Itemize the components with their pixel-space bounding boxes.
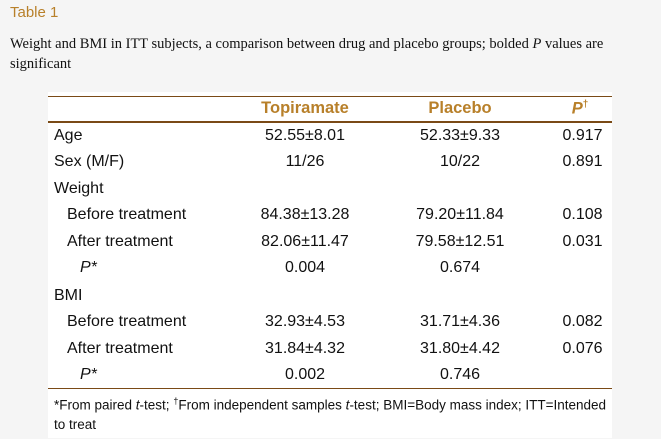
- caption-text-after: values are significant: [10, 36, 604, 72]
- table-top-rule: [48, 96, 612, 97]
- table-caption: Weight and BMI in ITT subjects, a compar…: [10, 34, 650, 74]
- row-label: After treatment: [67, 233, 173, 250]
- cell-topiramate: 0.002: [284, 366, 326, 383]
- header-p-dagger: †: [582, 99, 589, 110]
- footnote-part2: -test;: [139, 397, 174, 413]
- cell-topiramate: 52.55±8.01: [265, 127, 345, 144]
- footnote-t1: t: [135, 397, 140, 413]
- cell-topiramate: 84.38±13.28: [260, 206, 350, 223]
- cell-placebo: 52.33±9.33: [420, 127, 500, 144]
- cell-p-value: 0.891: [562, 153, 603, 170]
- row-label: P*: [80, 366, 97, 383]
- cell-placebo: 0.746: [439, 366, 481, 383]
- cell-p-value: 0.076: [562, 340, 603, 357]
- table-header-rule: [48, 121, 612, 123]
- header-topiramate: Topiramate: [261, 99, 349, 117]
- table-box: [48, 92, 612, 438]
- row-label: P*: [80, 259, 97, 276]
- cell-topiramate: 82.06±11.47: [261, 233, 349, 250]
- cell-placebo: 0.674: [439, 259, 481, 276]
- header-placebo: Placebo: [428, 99, 492, 117]
- header-p-italic: P: [571, 99, 583, 118]
- cell-p-value: 0.108: [562, 206, 603, 223]
- caption-italic-p: P: [532, 36, 542, 52]
- cell-topiramate: 32.93±4.53: [265, 313, 345, 330]
- cell-p-value: 0.082: [562, 313, 603, 330]
- cell-placebo: 79.58±12.51: [415, 233, 505, 250]
- table-bottom-rule: [48, 388, 612, 389]
- cell-topiramate: 11/26: [285, 153, 325, 170]
- cell-topiramate: 31.84±4.32: [265, 340, 345, 357]
- header-p-value: P†: [560, 99, 600, 119]
- row-label: Age: [54, 127, 83, 144]
- footnote-dagger: †: [173, 396, 179, 406]
- footnote-t2: t: [345, 397, 350, 413]
- caption-text-before: Weight and BMI in ITT subjects, a compar…: [10, 36, 533, 52]
- cell-placebo: 79.20±11.84: [416, 206, 504, 223]
- row-label: After treatment: [67, 340, 173, 357]
- row-group-label: BMI: [54, 287, 83, 304]
- cell-p-value: 0.031: [562, 233, 603, 250]
- cell-topiramate: 0.004: [284, 259, 326, 276]
- cell-p-value: 0.917: [562, 127, 603, 144]
- row-label: Before treatment: [67, 206, 187, 223]
- row-group-label: Weight: [54, 180, 104, 197]
- footnote-part1: *From paired: [54, 397, 136, 413]
- cell-placebo: 31.80±4.42: [420, 340, 500, 357]
- footnote-part4: -test; BMI=Body mass index; ITT=Intended…: [54, 397, 607, 432]
- table-label: Table 1: [10, 4, 59, 21]
- row-label: Before treatment: [67, 313, 187, 330]
- table-footnote: *From paired t-test; †From independent s…: [54, 392, 610, 434]
- row-label: Sex (M/F): [54, 153, 125, 170]
- footnote-part3: From independent samples: [178, 397, 346, 413]
- cell-placebo: 10/22: [439, 153, 481, 170]
- cell-placebo: 31.71±4.36: [420, 313, 500, 330]
